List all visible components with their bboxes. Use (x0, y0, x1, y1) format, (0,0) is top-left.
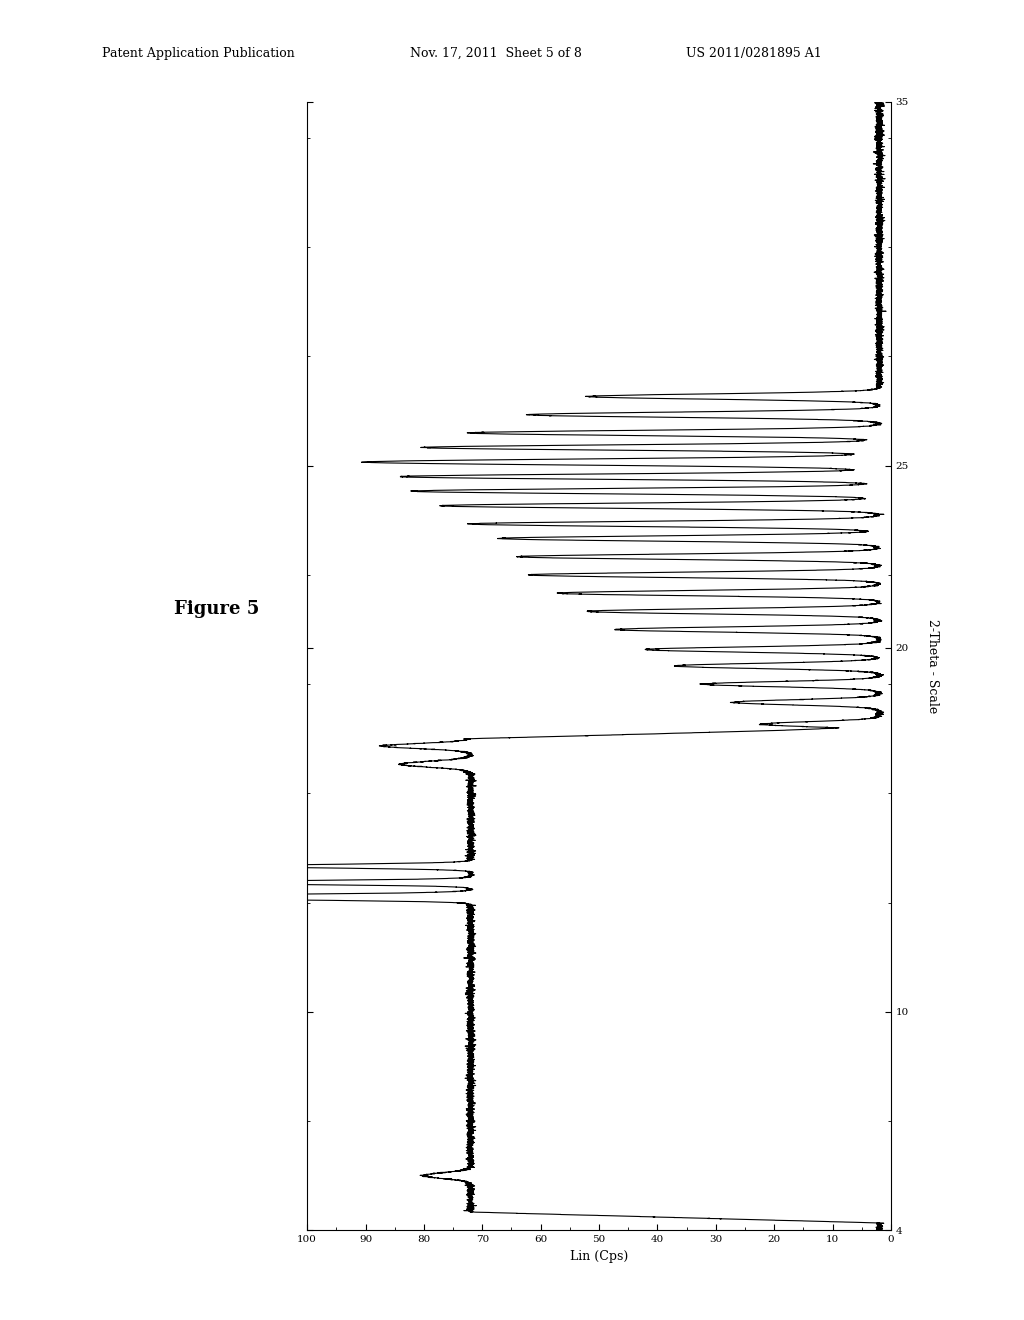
Text: US 2011/0281895 A1: US 2011/0281895 A1 (686, 46, 822, 59)
Text: Figure 5: Figure 5 (174, 599, 259, 618)
Text: Nov. 17, 2011  Sheet 5 of 8: Nov. 17, 2011 Sheet 5 of 8 (410, 46, 582, 59)
Text: Patent Application Publication: Patent Application Publication (102, 46, 295, 59)
Y-axis label: 2-Theta - Scale: 2-Theta - Scale (926, 619, 939, 713)
X-axis label: Lin (Cps): Lin (Cps) (570, 1250, 628, 1263)
